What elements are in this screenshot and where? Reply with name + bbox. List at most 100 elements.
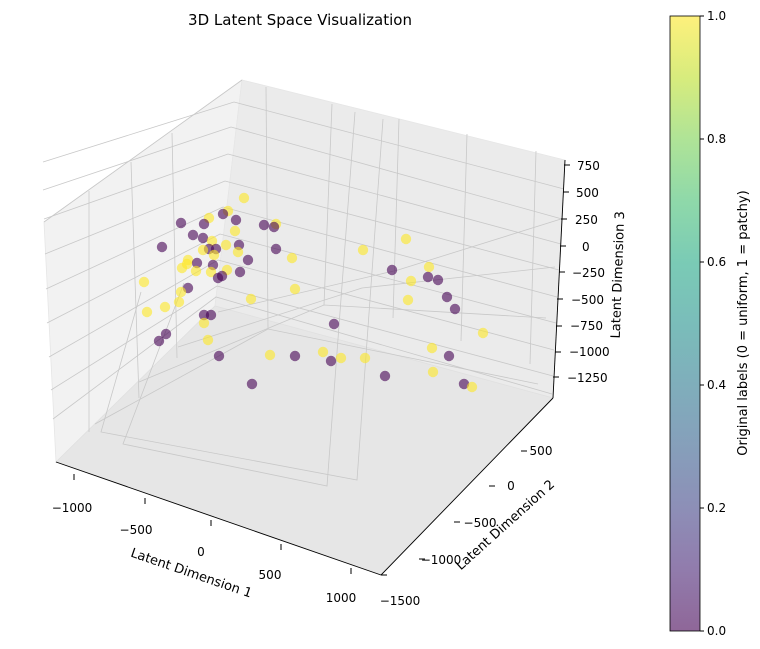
scatter-point bbox=[258, 219, 270, 231]
x-axis-line bbox=[55, 461, 382, 576]
scatter-point bbox=[379, 370, 391, 382]
z-tick-label: −500 bbox=[571, 293, 604, 307]
scatter-point bbox=[175, 286, 187, 298]
colorbar-tick-label: 0.6 bbox=[707, 255, 726, 269]
scatter-point bbox=[208, 249, 220, 261]
scatter-point bbox=[242, 254, 254, 266]
z-tick-label: 250 bbox=[575, 213, 598, 227]
scatter-point bbox=[422, 271, 434, 283]
z-ticks: −1250 −1000 −750 −500 −250 0 250 500 750 bbox=[553, 159, 610, 385]
scatter-point bbox=[268, 221, 280, 233]
scatter-point bbox=[175, 217, 187, 229]
scatter-point bbox=[405, 275, 417, 287]
scatter-point bbox=[325, 355, 337, 367]
z-tick-label: −1000 bbox=[569, 345, 610, 359]
z-tick-label: 500 bbox=[576, 186, 599, 200]
scatter-point bbox=[217, 208, 229, 220]
scatter-point bbox=[466, 381, 478, 393]
scatter-point bbox=[198, 317, 210, 329]
scatter-point bbox=[289, 283, 301, 295]
scatter-point bbox=[246, 378, 258, 390]
scatter-point bbox=[206, 235, 218, 247]
z-tick-label: −1250 bbox=[567, 371, 608, 385]
z-tick-label: 750 bbox=[577, 159, 600, 173]
scatter-point bbox=[286, 252, 298, 264]
z-axis-line bbox=[552, 159, 566, 399]
scatter-point bbox=[213, 350, 225, 362]
scatter-point bbox=[427, 366, 439, 378]
z-tick-label: −250 bbox=[572, 266, 605, 280]
scatter-point bbox=[238, 192, 250, 204]
colorbar-label: Original labels (0 = uniform, 1 = patchy… bbox=[736, 190, 751, 455]
scatter-point bbox=[197, 244, 209, 256]
x-tick-label: −500 bbox=[120, 523, 153, 537]
scatter-point bbox=[229, 225, 241, 237]
scatter-point bbox=[173, 296, 185, 308]
x-ticks: −1000 −500 0 500 1000 bbox=[52, 474, 357, 605]
y-tick-label: −1000 bbox=[421, 553, 462, 567]
z-axis-label: Latent Dimension 3 bbox=[609, 211, 628, 339]
scatter-point bbox=[191, 257, 203, 269]
scatter-point bbox=[443, 350, 455, 362]
colorbar: 0.0 0.2 0.4 0.6 0.8 1.0 Original labels … bbox=[669, 9, 751, 638]
colorbar-tick-label: 1.0 bbox=[707, 9, 726, 23]
scatter-point bbox=[234, 266, 246, 278]
scatter-point bbox=[190, 265, 202, 277]
scatter-point bbox=[423, 261, 435, 273]
colorbar-tick-label: 0.0 bbox=[707, 624, 726, 638]
scatter-point bbox=[335, 352, 347, 364]
scatter-point bbox=[386, 264, 398, 276]
scatter-point bbox=[264, 349, 276, 361]
scatter-point bbox=[289, 350, 301, 362]
scatter-point bbox=[458, 378, 470, 390]
axis-lines bbox=[55, 159, 566, 576]
colorbar-tick-label: 0.4 bbox=[707, 378, 726, 392]
y-axis-line bbox=[380, 397, 554, 576]
grid-lines bbox=[42, 79, 565, 487]
scatter-point bbox=[197, 232, 209, 244]
x-tick-label: 1000 bbox=[326, 591, 357, 605]
scatter-point bbox=[232, 246, 244, 258]
scatter-point bbox=[432, 274, 444, 286]
scatter-point bbox=[328, 318, 340, 330]
scatter-point bbox=[449, 303, 461, 315]
scatter-point bbox=[426, 342, 438, 354]
scatter-point bbox=[357, 244, 369, 256]
y-tick-label: −1500 bbox=[380, 594, 421, 608]
scatter-point bbox=[245, 293, 257, 305]
z-tick-label: 0 bbox=[582, 240, 590, 254]
scatter-point bbox=[160, 328, 172, 340]
scatter-point bbox=[230, 214, 242, 226]
scatter-point bbox=[159, 301, 171, 313]
scatter-point bbox=[176, 262, 188, 274]
scatter-point bbox=[441, 291, 453, 303]
x-tick-label: 0 bbox=[197, 545, 205, 559]
z-tick-label: −750 bbox=[570, 319, 603, 333]
scatter-point bbox=[400, 233, 412, 245]
scatter-point bbox=[205, 266, 217, 278]
scatter-point bbox=[141, 306, 153, 318]
y-tick-label: −500 bbox=[464, 516, 497, 530]
scatter-point bbox=[205, 309, 217, 321]
colorbar-tick-label: 0.8 bbox=[707, 132, 726, 146]
scatter-point bbox=[212, 272, 224, 284]
axes-panes bbox=[43, 79, 566, 576]
x-axis-label: Latent Dimension 1 bbox=[129, 546, 254, 602]
y-tick-label: 500 bbox=[530, 444, 553, 458]
scatter-point bbox=[220, 239, 232, 251]
scatter-point bbox=[317, 346, 329, 358]
scatter-point bbox=[359, 352, 371, 364]
scatter-point bbox=[477, 327, 489, 339]
x-tick-label: −1000 bbox=[52, 501, 93, 515]
colorbar-frame bbox=[669, 15, 701, 632]
colorbar-gradient bbox=[670, 16, 700, 631]
scatter-point bbox=[153, 335, 165, 347]
colorbar-tick-label: 0.2 bbox=[707, 501, 726, 515]
y-ticks: −1500 −1000 −500 0 500 bbox=[380, 444, 553, 608]
y-tick-label: 0 bbox=[507, 479, 515, 493]
scatter-point bbox=[198, 218, 210, 230]
scatter-point bbox=[202, 334, 214, 346]
scatter-point bbox=[402, 294, 414, 306]
scatter-point bbox=[270, 243, 282, 255]
